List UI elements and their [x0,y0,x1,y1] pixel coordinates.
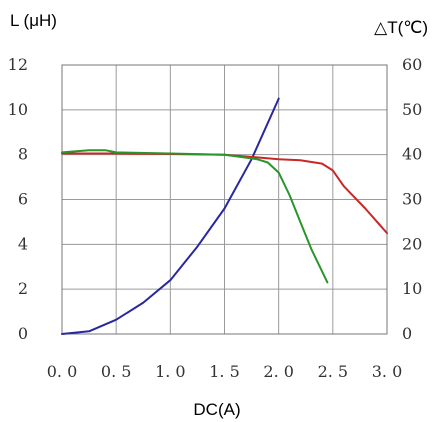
right-y-tick-label: 40 [402,145,422,164]
series-lines [61,97,388,335]
left-y-tick-label: 6 [18,190,28,209]
left-y-tick-label: 4 [18,234,28,253]
grid [61,64,388,335]
series-line-3 [61,149,329,284]
right-y-tick-label: 0 [402,324,412,343]
right-y-tick-label: 50 [402,100,422,119]
x-tick-label: 1. 0 [155,362,186,381]
right-y-tick-label: 30 [402,190,422,209]
left-y-tick-label: 10 [8,100,28,119]
x-axis-title: DC(A) [193,400,240,419]
tick-labels: 0. 0 0. 5 1. 0 1. 5 2. 0 2. 5 3. 0 0 2 4 6 8 10 12 0 10… [8,55,423,381]
right-y-tick-label: 60 [402,55,422,74]
left-y-tick-label: 2 [18,279,28,298]
x-tick-label: 2. 5 [318,362,349,381]
right-y-tick-label: 20 [402,234,422,253]
right-axis-title: △T(℃) [374,18,428,37]
plot-frame [61,64,388,335]
right-y-tick-label: 10 [402,279,422,298]
left-y-tick-label: 12 [8,55,28,74]
x-tick-label: 0. 0 [47,362,78,381]
left-y-tick-label: 0 [18,324,28,343]
series-line-1 [61,97,280,335]
x-tick-label: 2. 0 [263,362,294,381]
left-y-tick-label: 8 [18,145,28,164]
left-axis-title: L (μH) [10,11,57,30]
x-tick-label: 3. 0 [372,362,403,381]
x-tick-label: 1. 5 [209,362,240,381]
x-tick-label: 0. 5 [101,362,132,381]
